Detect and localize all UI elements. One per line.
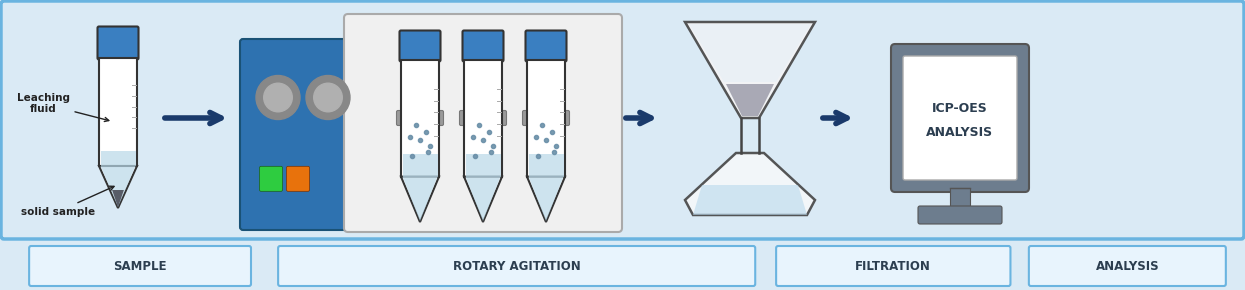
Polygon shape: [482, 221, 484, 222]
Polygon shape: [100, 166, 137, 208]
Circle shape: [264, 83, 293, 112]
Text: ICP-OES: ICP-OES: [933, 102, 987, 115]
Polygon shape: [527, 177, 565, 222]
FancyBboxPatch shape: [527, 60, 565, 177]
FancyBboxPatch shape: [525, 30, 566, 61]
Polygon shape: [420, 221, 421, 222]
FancyBboxPatch shape: [1028, 246, 1226, 286]
FancyBboxPatch shape: [401, 60, 439, 177]
Text: solid sample: solid sample: [21, 186, 115, 217]
FancyBboxPatch shape: [396, 110, 443, 126]
Circle shape: [314, 83, 342, 112]
Circle shape: [256, 75, 300, 119]
Text: ANALYSIS: ANALYSIS: [926, 126, 994, 139]
FancyBboxPatch shape: [903, 56, 1017, 180]
Polygon shape: [545, 221, 547, 222]
FancyBboxPatch shape: [259, 166, 283, 191]
FancyBboxPatch shape: [29, 246, 251, 286]
Text: SAMPLE: SAMPLE: [113, 260, 167, 273]
FancyBboxPatch shape: [1, 1, 1244, 239]
FancyBboxPatch shape: [100, 58, 137, 166]
Polygon shape: [688, 24, 810, 82]
FancyBboxPatch shape: [344, 14, 622, 232]
Polygon shape: [112, 190, 125, 207]
FancyBboxPatch shape: [101, 151, 136, 166]
FancyBboxPatch shape: [240, 39, 366, 230]
FancyBboxPatch shape: [950, 188, 970, 206]
Circle shape: [306, 75, 350, 119]
FancyBboxPatch shape: [97, 26, 138, 59]
Polygon shape: [726, 84, 774, 116]
FancyBboxPatch shape: [528, 154, 564, 177]
FancyBboxPatch shape: [462, 30, 503, 61]
FancyBboxPatch shape: [776, 246, 1011, 286]
Polygon shape: [528, 177, 564, 221]
FancyBboxPatch shape: [278, 246, 756, 286]
FancyBboxPatch shape: [466, 154, 500, 177]
Text: FILTRATION: FILTRATION: [855, 260, 931, 273]
Polygon shape: [685, 22, 815, 118]
FancyBboxPatch shape: [286, 166, 310, 191]
Polygon shape: [464, 177, 502, 222]
Polygon shape: [401, 177, 439, 222]
Polygon shape: [466, 177, 500, 221]
FancyBboxPatch shape: [459, 110, 507, 126]
Polygon shape: [101, 166, 136, 207]
Polygon shape: [402, 177, 437, 221]
FancyBboxPatch shape: [918, 206, 1002, 224]
Text: Leaching
fluid: Leaching fluid: [16, 93, 108, 122]
FancyBboxPatch shape: [400, 30, 441, 61]
Text: ROTARY AGITATION: ROTARY AGITATION: [453, 260, 580, 273]
FancyBboxPatch shape: [402, 154, 437, 177]
Text: ANALYSIS: ANALYSIS: [1096, 260, 1159, 273]
FancyBboxPatch shape: [523, 110, 569, 126]
FancyBboxPatch shape: [464, 60, 502, 177]
Polygon shape: [693, 185, 807, 215]
Polygon shape: [685, 153, 815, 215]
FancyBboxPatch shape: [891, 44, 1030, 192]
